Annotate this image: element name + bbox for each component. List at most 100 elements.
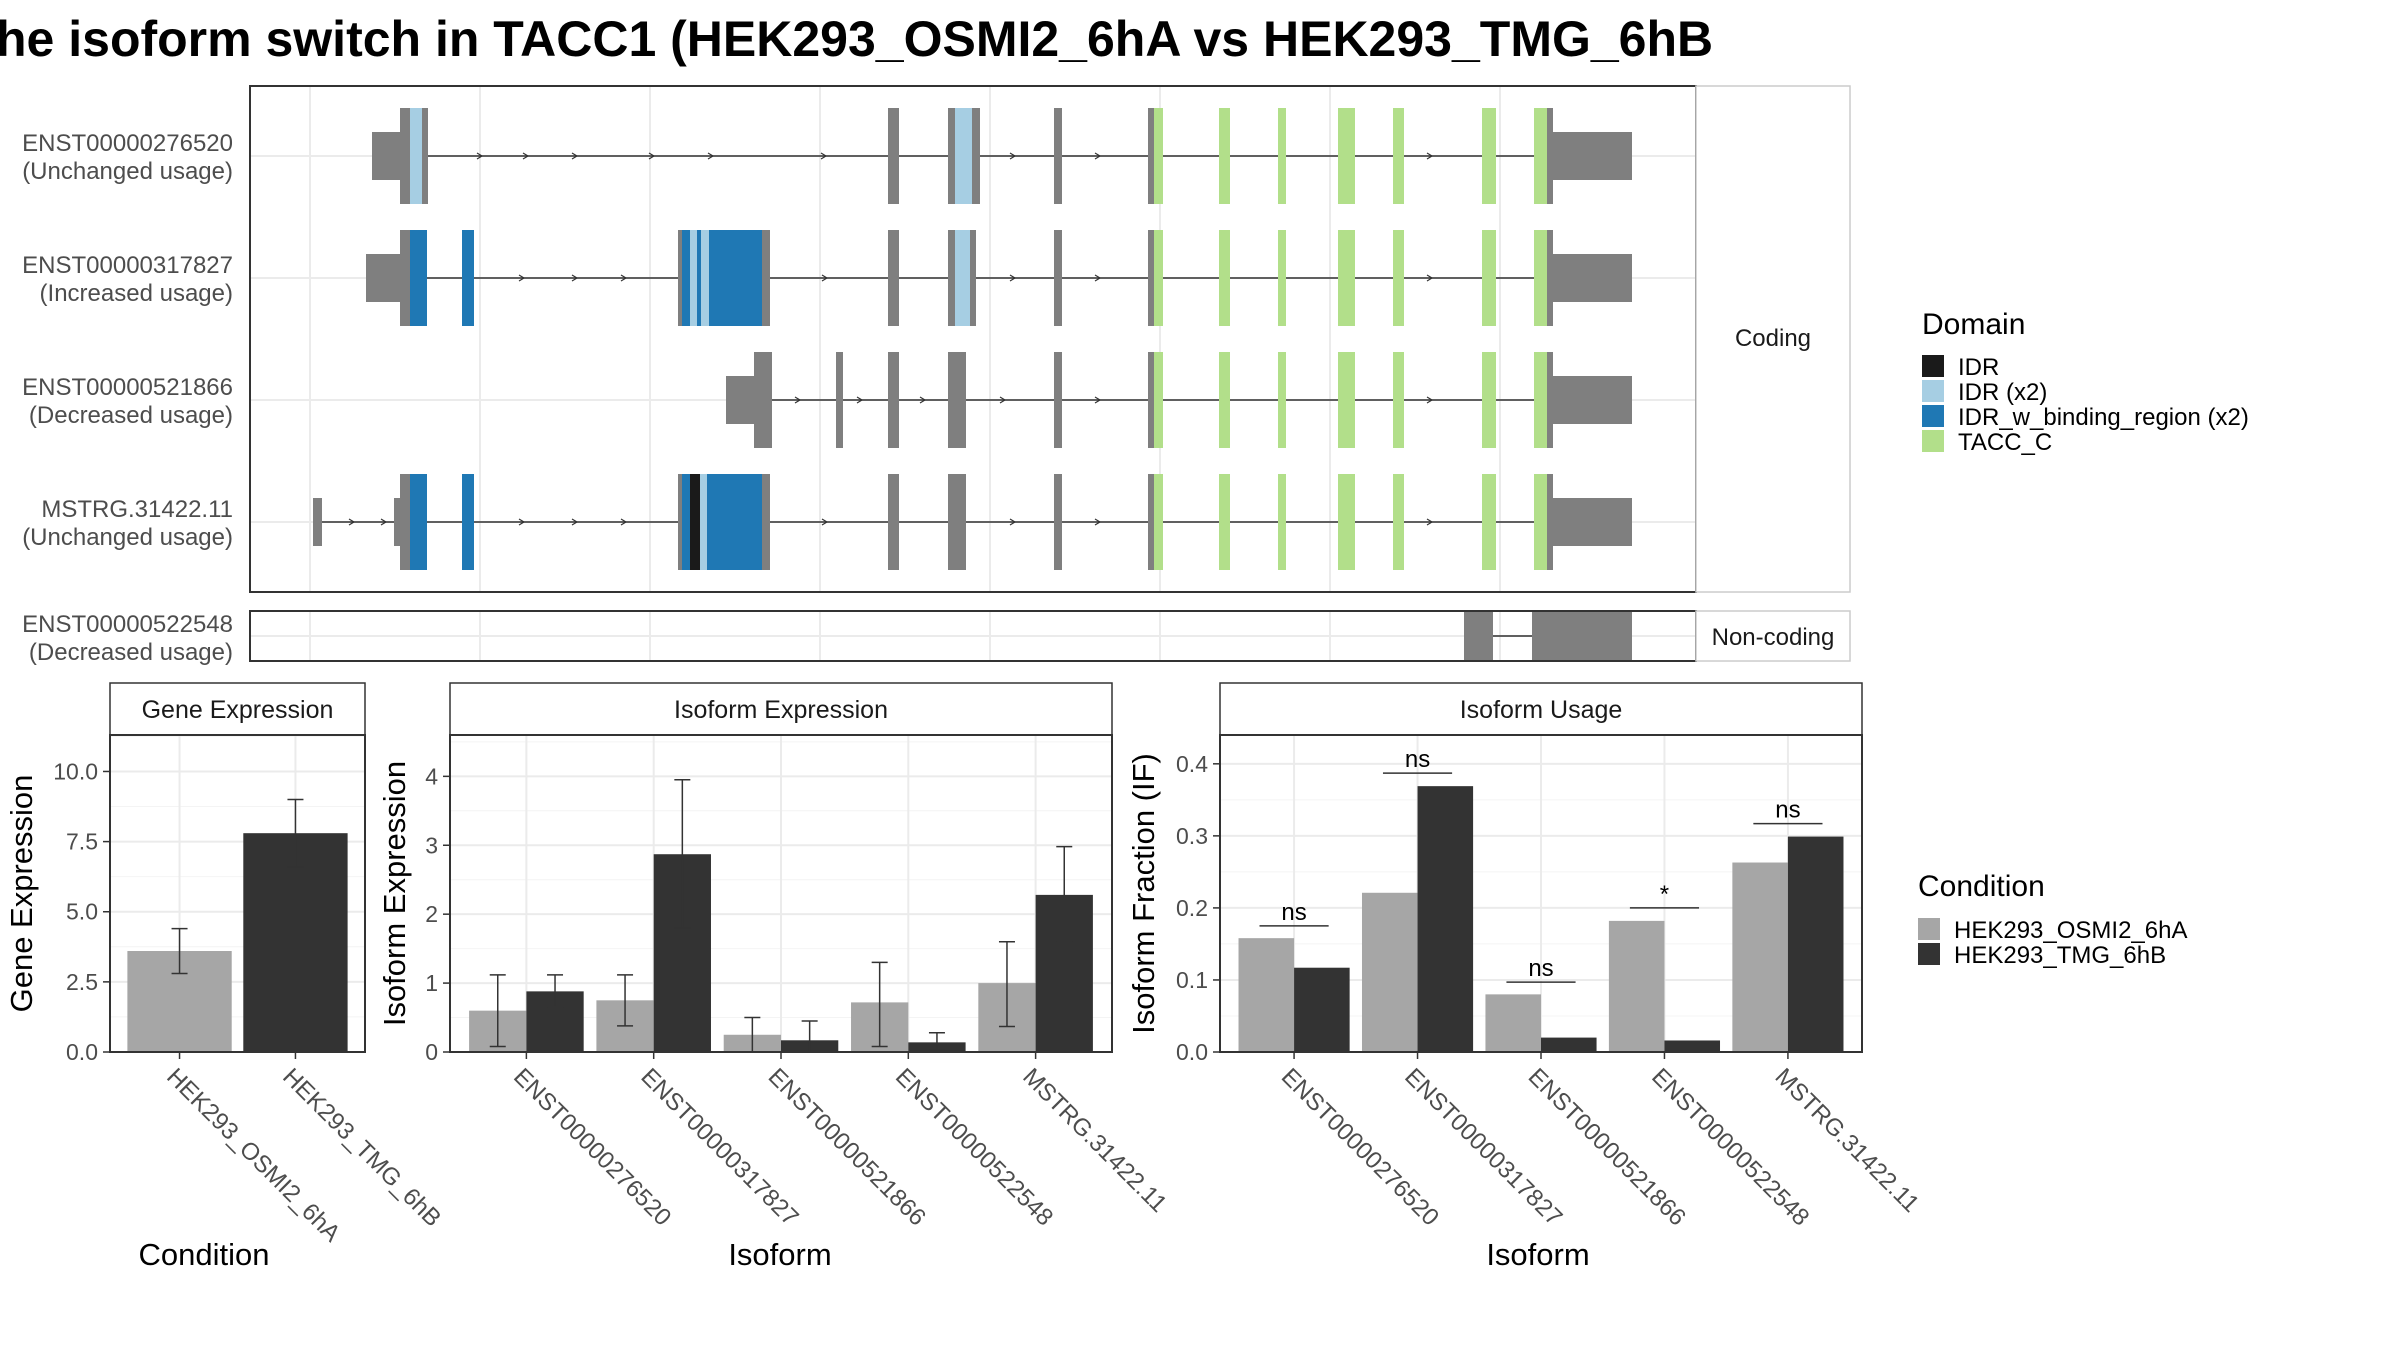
strand-arrow	[571, 274, 579, 282]
domain-tacc-c	[1154, 108, 1163, 204]
exon-block	[313, 498, 322, 546]
strand-arrow	[1094, 518, 1102, 526]
domain-tacc-c	[1278, 108, 1286, 204]
domain-tacc-c	[1393, 230, 1404, 326]
panel-border	[109, 734, 366, 1053]
domain-tacc-c	[1338, 230, 1355, 326]
y-tick-label: 1	[425, 970, 438, 996]
x-axis-title: Condition	[139, 1237, 270, 1272]
domain-tacc-c	[1278, 474, 1286, 570]
strand-arrow	[1426, 152, 1434, 160]
strand-arrow	[1009, 274, 1017, 282]
exon-block	[422, 108, 428, 204]
bar	[1238, 938, 1295, 1052]
strand-arrow	[1094, 396, 1102, 404]
exon-block	[1553, 132, 1632, 180]
bar	[1361, 892, 1418, 1052]
bar	[1485, 994, 1541, 1052]
exon-block	[888, 108, 899, 204]
strand-arrow	[794, 396, 802, 404]
legend-label-idr: IDR	[1958, 354, 1999, 381]
transcript-track	[372, 108, 1632, 204]
domain-tacc-c	[1534, 352, 1548, 448]
panel-strip	[449, 682, 1113, 736]
domain-idr-x2	[700, 474, 707, 570]
domain-idr-binding	[410, 230, 427, 326]
y-tick-label: 3	[425, 832, 438, 858]
domain-tacc-c	[1338, 474, 1355, 570]
panel-title: Isoform Usage	[1460, 696, 1623, 724]
transcript-track	[313, 474, 1632, 570]
exon-block	[1553, 254, 1632, 302]
domain-tacc-c	[1219, 108, 1230, 204]
transcript-structure-panel: Coding Non-coding ENST00000276520 (Uncha…	[22, 85, 1851, 666]
structure-transcripts	[313, 108, 1632, 660]
strand-arrow	[648, 152, 656, 160]
condition-legend: Condition HEK293_OSMI2_6hA HEK293_TMG_6h…	[1918, 870, 2187, 969]
exon-block	[1547, 230, 1553, 326]
strand-arrow	[1009, 518, 1017, 526]
domain-tacc-c	[1154, 474, 1163, 570]
y-tick-label: 10.0	[53, 758, 98, 784]
exon-block	[948, 474, 966, 570]
transcript-label-id: ENST00000521866	[22, 374, 233, 401]
exon-block	[1054, 108, 1062, 204]
significance-label: ns	[1528, 955, 1553, 982]
isoform-usage-panel: Isoform Usagensnsns*ns0.00.10.20.30.4ENS…	[1126, 682, 1924, 1272]
y-axis-title: Isoform Expression	[377, 761, 412, 1026]
y-axis-title: Isoform Fraction (IF)	[1126, 753, 1161, 1034]
strand-arrow	[518, 274, 526, 282]
transcript-label-usage: (Unchanged usage)	[22, 524, 233, 551]
transcript-label-usage: (Increased usage)	[40, 280, 233, 307]
panel-title: Gene Expression	[142, 696, 334, 724]
transcript-label-usage: (Decreased usage)	[29, 639, 233, 666]
exon-block	[888, 230, 899, 326]
domain-legend: Domain IDR IDR (x2) IDR_w_binding_region…	[1922, 308, 2249, 456]
x-axis-title: Isoform	[728, 1237, 831, 1272]
bar	[1732, 862, 1788, 1052]
domain-tacc-c	[1219, 230, 1230, 326]
bar	[1664, 1040, 1721, 1052]
transcript-track	[1464, 612, 1632, 660]
strand-arrow	[919, 396, 927, 404]
legend-swatch-idr-x2	[1922, 380, 1944, 402]
strand-arrow	[821, 518, 829, 526]
strand-arrow	[1009, 152, 1017, 160]
noncoding-strip-label: Non-coding	[1712, 624, 1835, 651]
strand-arrow	[1094, 152, 1102, 160]
legend-swatch-condition-a	[1918, 918, 1940, 940]
domain-idr-x2	[410, 108, 422, 204]
legend-label-condition-b: HEK293_TMG_6hB	[1954, 942, 2166, 969]
transcript-track	[366, 230, 1632, 326]
exon-block	[1464, 612, 1493, 660]
exon-block	[754, 352, 772, 448]
strand-arrow	[348, 518, 356, 526]
legend-swatch-condition-b	[1918, 943, 1940, 965]
y-axis-title: Gene Expression	[4, 775, 39, 1013]
domain-tacc-c	[1154, 352, 1163, 448]
strand-arrow	[1426, 274, 1434, 282]
strand-arrow	[620, 274, 628, 282]
domain-idr-x2	[690, 230, 697, 326]
legend-label-condition-a: HEK293_OSMI2_6hA	[1954, 917, 2187, 944]
domain-idr-x2	[955, 108, 972, 204]
strand-arrow	[1426, 396, 1434, 404]
exon-block	[372, 132, 400, 180]
coding-strip-label: Coding	[1735, 325, 1811, 352]
significance-label: *	[1660, 881, 1669, 908]
exon-block	[1054, 474, 1062, 570]
isoform-expression-panel: Isoform Expression01234ENST00000276520EN…	[377, 682, 1172, 1272]
bar	[1294, 967, 1350, 1052]
exon-block	[836, 352, 843, 448]
transcript-label-id: MSTRG.31422.11	[41, 496, 233, 523]
legend-swatch-idr	[1922, 355, 1944, 377]
transcript-labels: ENST00000276520 (Unchanged usage) ENST00…	[22, 130, 233, 666]
domain-tacc-c	[1482, 474, 1496, 570]
bar	[243, 833, 348, 1052]
strand-arrow	[620, 518, 628, 526]
legend-label-idr-binding: IDR_w_binding_region (x2)	[1958, 404, 2249, 431]
condition-legend-title: Condition	[1918, 870, 2045, 903]
transcript-label-id: ENST00000317827	[22, 252, 233, 279]
domain-tacc-c	[1278, 352, 1286, 448]
domain-tacc-c	[1534, 108, 1548, 204]
